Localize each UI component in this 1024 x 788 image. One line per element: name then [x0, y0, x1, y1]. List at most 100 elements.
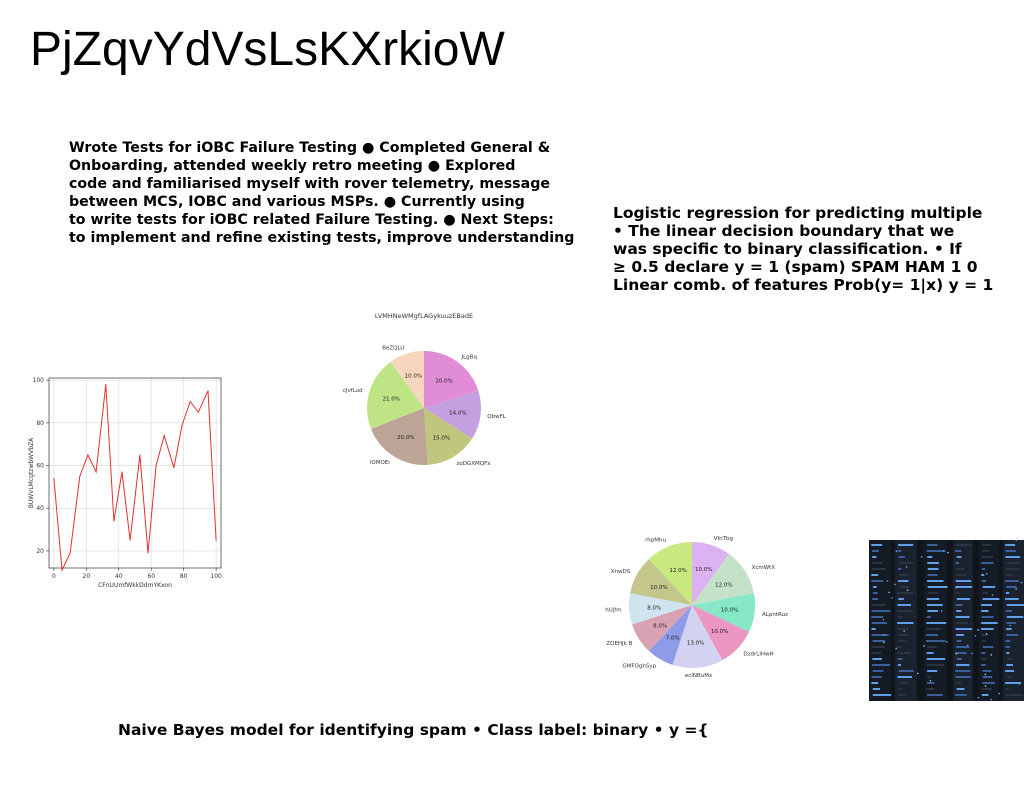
rack-led [955, 586, 957, 589]
rack-light [897, 658, 903, 660]
x-axis-label: CFnUUmfWkkDdmYKxon [98, 582, 172, 589]
rack-light [1005, 646, 1010, 648]
rack-light [898, 640, 906, 642]
rack-light [982, 598, 1000, 600]
rack-light [927, 592, 939, 594]
rack-light [897, 610, 914, 612]
y-tick-label: 20 [36, 548, 44, 555]
rack-light [956, 646, 970, 648]
rack-light [927, 568, 939, 570]
plot-frame [48, 377, 222, 569]
data-point [163, 435, 165, 437]
rack-led [1015, 540, 1018, 542]
rack-light [982, 550, 990, 552]
data-point [53, 477, 55, 479]
x-tick-label: 20 [83, 573, 91, 580]
pie-slice-label: cJvfLud [343, 388, 363, 394]
rack-light [897, 646, 903, 648]
rack-light [956, 598, 971, 600]
paragraph-line: was specific to binary classification. •… [613, 240, 962, 258]
rack-light [1005, 688, 1009, 690]
rack-light [982, 592, 989, 594]
rack-light [926, 652, 934, 654]
rack-light [955, 550, 962, 552]
pie-slice-label: hUjfm [605, 607, 621, 613]
rack-light [871, 646, 885, 648]
rack-light [927, 574, 938, 576]
pie-slice-label: iOMOEi [370, 460, 390, 466]
rack-led [883, 641, 885, 644]
paragraph-line: Onboarding, attended weekly retro meetin… [69, 158, 516, 174]
pie-slice-label: VInTbg [714, 536, 733, 542]
rack-light [926, 640, 946, 642]
rack-light [927, 586, 948, 588]
rack-light [1006, 586, 1017, 588]
rack-light [1006, 652, 1010, 654]
rack-light [981, 574, 985, 576]
pie-slice-label: ALpntRuz [762, 612, 788, 618]
pie-pct-label: 15.0% [433, 435, 450, 441]
rack-light [897, 688, 902, 690]
rack-light [981, 634, 989, 636]
rack-light [981, 610, 989, 612]
rack-light [926, 628, 941, 630]
y-tick-label: 80 [36, 420, 44, 427]
rack-light [981, 568, 985, 570]
rack-light [955, 670, 971, 672]
rack-light [926, 622, 947, 624]
rack-light [871, 628, 876, 630]
rack-light [897, 634, 909, 636]
rack-light [956, 556, 962, 558]
rack-light [981, 544, 992, 546]
y-tick-label: 40 [36, 505, 44, 512]
pie-slice-label: zoDGXMQFx [457, 461, 492, 467]
rack-light [897, 676, 913, 678]
rack-light [897, 550, 902, 552]
rack-light [871, 634, 889, 636]
rack-light [956, 634, 964, 636]
rack-light [898, 562, 914, 564]
rack-light [897, 604, 912, 606]
rack-led [895, 647, 897, 650]
rack-light [1005, 598, 1019, 600]
data-point [105, 383, 107, 385]
paragraph-line: Logistic regression for predicting multi… [613, 204, 983, 222]
y-axis-label: BUWVLMcgtzwbWVbZA [28, 437, 35, 508]
rack-light [1005, 562, 1020, 564]
rack-light [872, 598, 879, 600]
rack-light [898, 586, 910, 588]
rack-light [872, 562, 883, 564]
rack-light [1006, 622, 1016, 624]
pie-pct-label: 10.0% [695, 567, 712, 573]
data-point [173, 467, 175, 469]
data-point [69, 552, 71, 554]
pie-pct-label: 14.0% [449, 410, 466, 416]
rack-led [1020, 581, 1023, 584]
rack-light [898, 694, 907, 696]
pie-pct-label: 20.0% [397, 435, 414, 441]
rack-led [916, 672, 919, 675]
paragraph-line: ≥ 0.5 declare y = 1 (spam) SPAM HAM 1 0 [613, 258, 978, 276]
rack-light [926, 658, 946, 660]
data-point [95, 471, 97, 473]
rack-light [981, 616, 994, 618]
rack-led [882, 634, 885, 636]
rack-led [998, 692, 1001, 695]
rack-led [894, 583, 896, 586]
data-point [79, 475, 81, 477]
pie-pct-label: 7.0% [666, 636, 680, 642]
rack-led [920, 556, 923, 558]
rack-led [943, 549, 945, 552]
rack-light [981, 694, 989, 696]
pie-slice-label: ZQEHJk B [606, 641, 632, 647]
paragraph-line: to implement and refine existing tests, … [69, 230, 575, 246]
rack-led [984, 685, 987, 687]
line-chart: 20 40 60 80 100 0 20 40 60 80 100 CFnUUmfWkkDdmYKxo… [28, 377, 222, 589]
rack-light [955, 694, 967, 696]
data-point [155, 465, 157, 467]
rack-light [872, 694, 892, 696]
rack-light [1005, 682, 1022, 684]
rack-light [1005, 556, 1021, 558]
rack-led [903, 630, 905, 632]
rack-light [981, 652, 986, 654]
